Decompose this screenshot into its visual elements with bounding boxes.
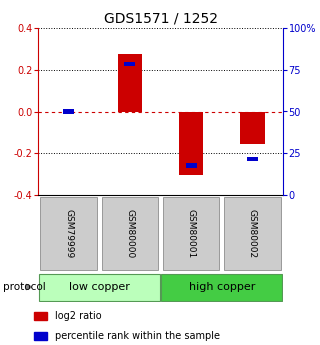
Text: percentile rank within the sample: percentile rank within the sample [55, 331, 220, 341]
Text: low copper: low copper [69, 282, 130, 292]
Text: GSM80000: GSM80000 [125, 209, 134, 258]
Bar [102, 197, 158, 270]
Bar [63, 109, 74, 114]
Bar [163, 197, 219, 270]
Text: high copper: high copper [188, 282, 255, 292]
Bar [118, 54, 142, 111]
Bar [224, 197, 281, 270]
Text: GSM80002: GSM80002 [248, 209, 257, 258]
Bar [39, 274, 160, 300]
Bar [247, 157, 258, 161]
Text: log2 ratio: log2 ratio [55, 311, 102, 321]
Bar [34, 332, 47, 341]
Bar [161, 274, 282, 300]
Bar [124, 62, 135, 66]
Bar [179, 111, 204, 175]
Title: GDS1571 / 1252: GDS1571 / 1252 [103, 11, 218, 26]
Bar [34, 312, 47, 320]
Bar [40, 197, 97, 270]
Text: GSM80001: GSM80001 [187, 209, 196, 258]
Text: protocol: protocol [3, 282, 46, 292]
Text: GSM79999: GSM79999 [64, 209, 73, 258]
Bar [240, 111, 265, 144]
Bar [186, 164, 196, 168]
